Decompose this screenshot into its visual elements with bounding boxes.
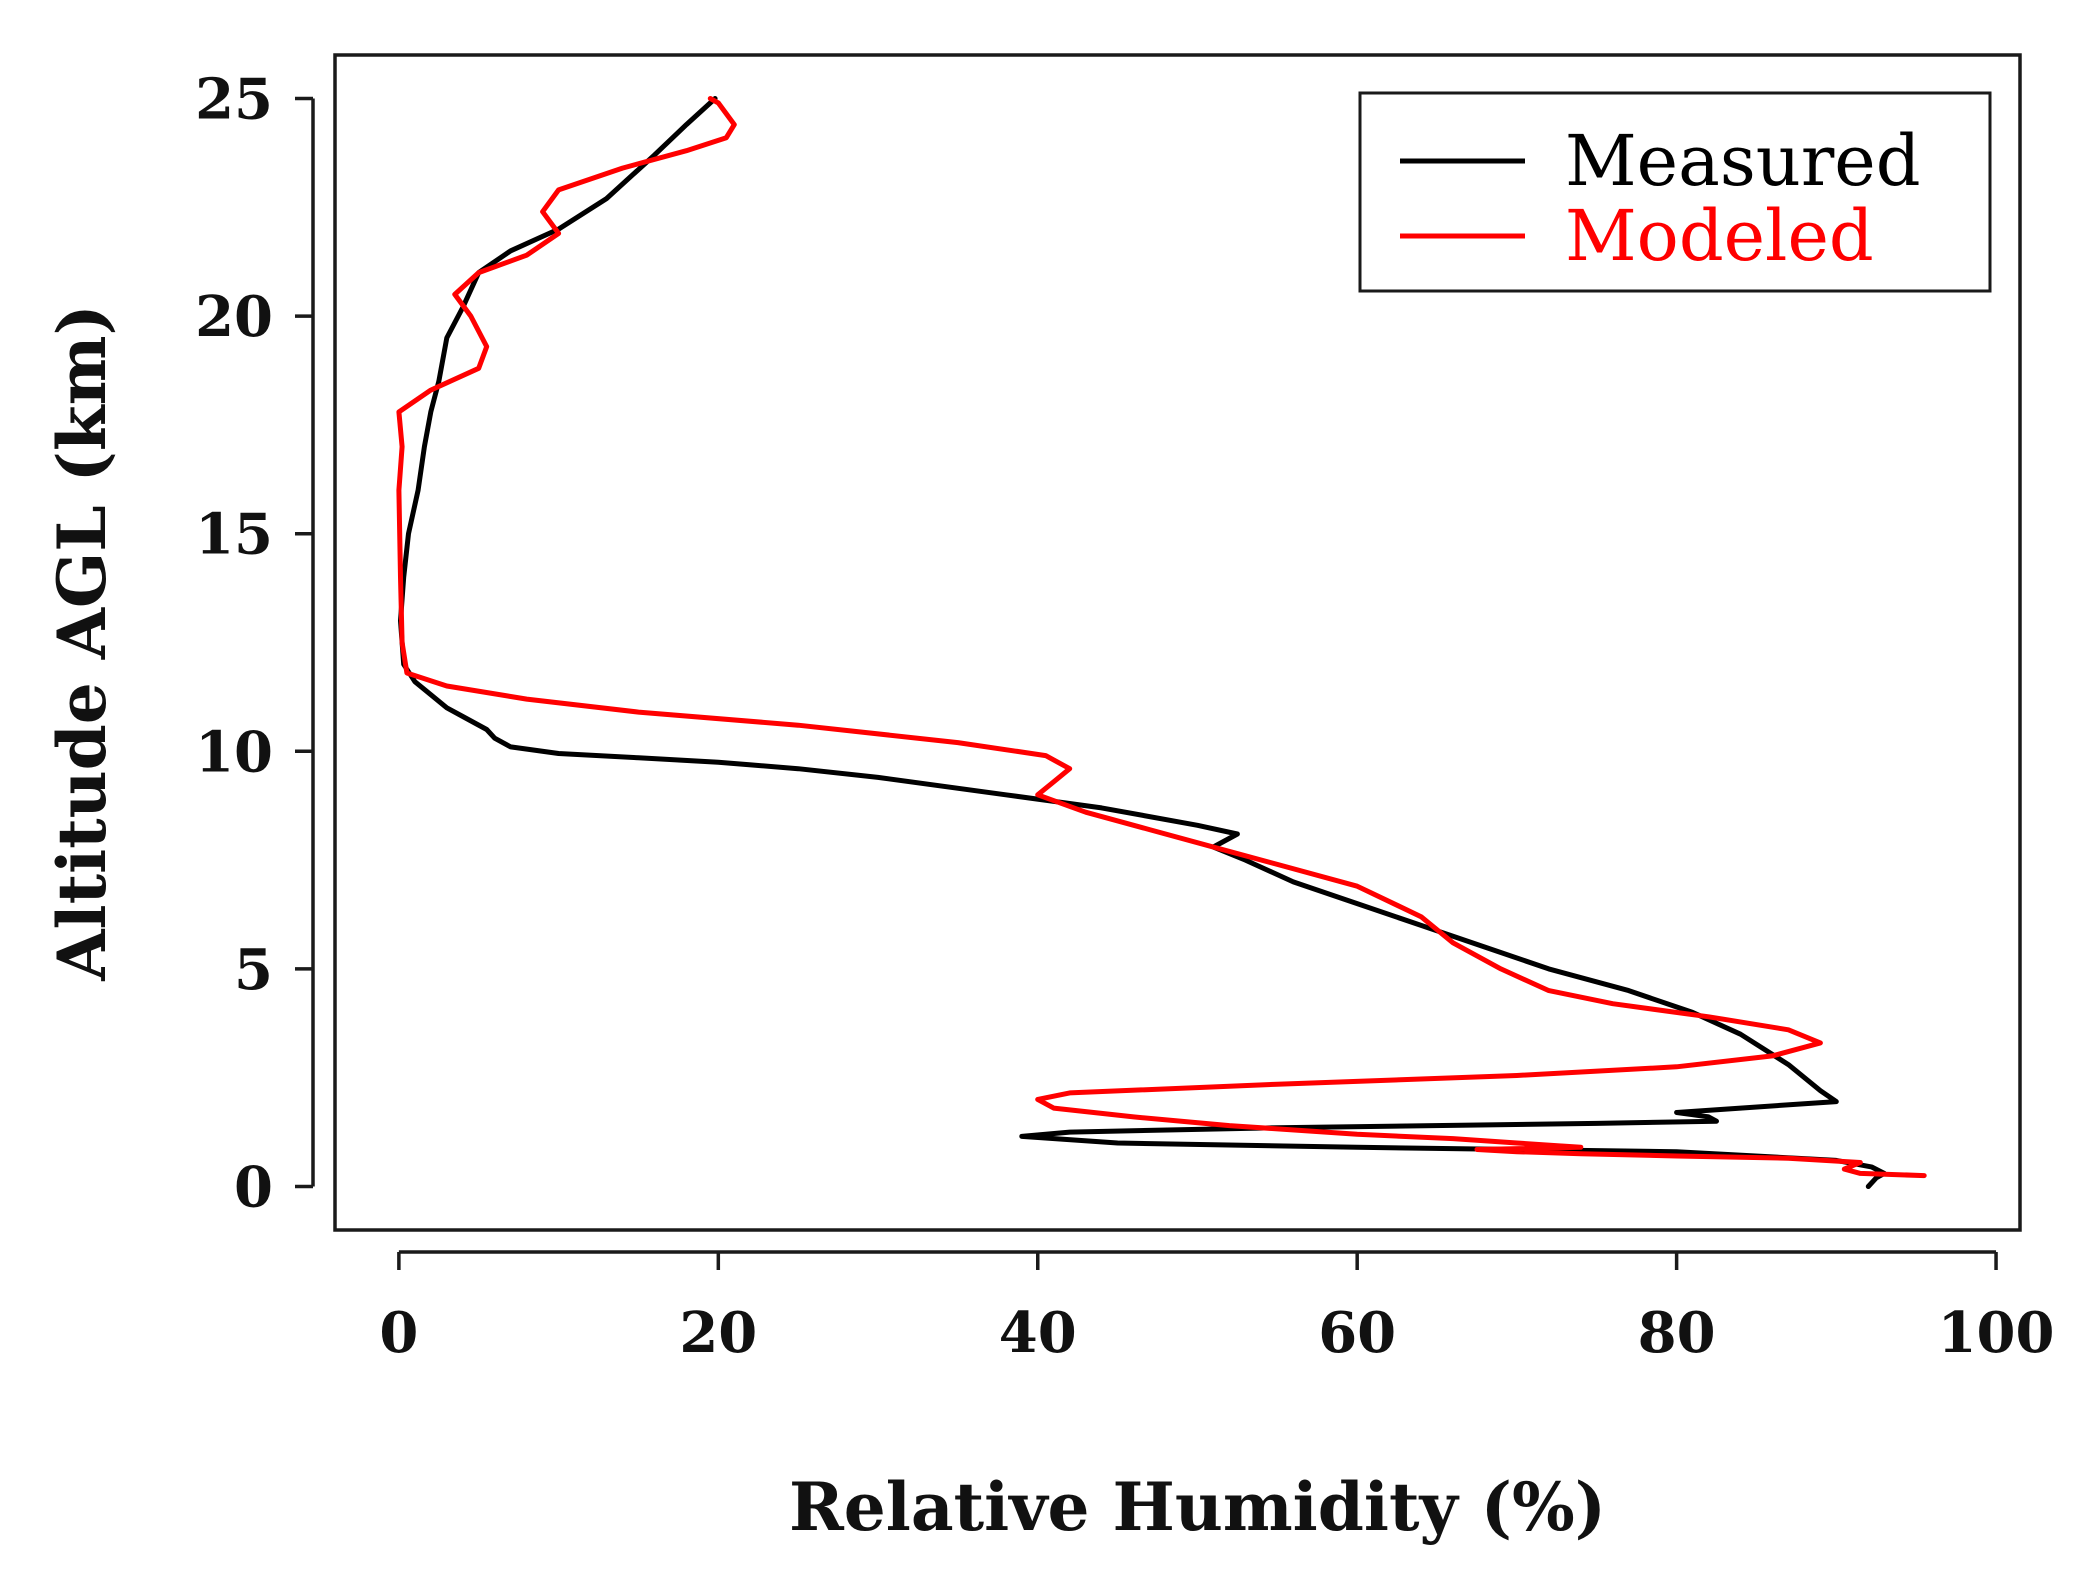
legend-box <box>1358 91 1992 293</box>
x-tick-label: 0 <box>379 1300 418 1366</box>
y-tick-label: 5 <box>234 937 273 1003</box>
series-line-modeled <box>396 96 1927 1179</box>
series-line-measured <box>398 96 1887 1189</box>
plot-area-frame <box>333 53 2022 1232</box>
x-tick-label: 40 <box>999 1300 1077 1366</box>
y-tick-label: 15 <box>195 502 273 568</box>
x-axis-title: Relative Humidity (%) <box>789 1468 1606 1546</box>
x-tick-label: 20 <box>679 1300 757 1366</box>
y-tick-label: 25 <box>195 67 273 133</box>
x-tick-label: 80 <box>1638 1300 1716 1366</box>
ticks-layer: 0 20 40 60 80 100 0 5 10 15 20 25 <box>195 67 2054 1366</box>
series-layer <box>396 96 1927 1189</box>
x-tick-label: 100 <box>1938 1300 2055 1366</box>
y-axis-title: Altitude AGL (km) <box>43 304 121 981</box>
y-tick-label: 10 <box>195 719 273 785</box>
legend-label-modeled: Modeled <box>1565 195 1874 277</box>
y-tick-label: 0 <box>234 1154 273 1220</box>
legend: Measured Modeled <box>1358 91 1992 293</box>
x-tick-label: 60 <box>1318 1300 1396 1366</box>
y-tick-label: 20 <box>195 284 273 350</box>
legend-label-measured: Measured <box>1565 120 1921 202</box>
